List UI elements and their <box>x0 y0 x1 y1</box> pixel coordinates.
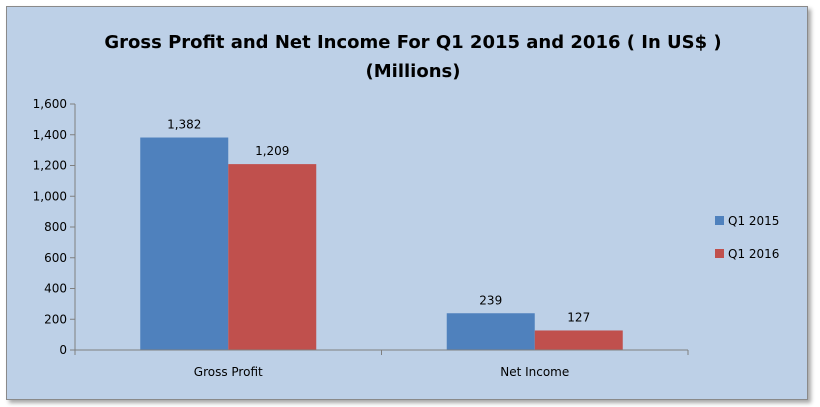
y-tick-label: 1,400 <box>33 128 67 142</box>
y-tick-label: 0 <box>59 343 67 357</box>
y-axis: 0 200 400 600 800 1,000 1,200 1,400 1,600 <box>33 97 76 357</box>
legend-swatch <box>715 216 724 225</box>
chart-title-line1: Gross Profit and Net Income For Q1 2015 … <box>104 32 721 53</box>
bar-q1-2016-gross-profit <box>228 164 317 350</box>
chart-frame: Gross Profit and Net Income For Q1 2015 … <box>6 6 808 400</box>
y-tick-label: 800 <box>44 220 67 234</box>
chart-svg: Gross Profit and Net Income For Q1 2015 … <box>33 32 780 379</box>
legend-swatch <box>715 249 724 258</box>
legend-label: Q1 2016 <box>728 247 779 261</box>
data-label: 127 <box>567 310 590 324</box>
x-category-label: Net Income <box>500 365 569 379</box>
y-tick-label: 600 <box>44 251 67 265</box>
bar-q1-2015-gross-profit <box>140 137 229 350</box>
bar-q1-2015-net-income <box>446 313 535 350</box>
bars: 1,382 1,209 239 127 <box>140 118 623 350</box>
data-label: 239 <box>479 293 502 307</box>
chart-title-line2: (Millions) <box>366 61 461 82</box>
legend-label: Q1 2015 <box>728 214 779 228</box>
y-tick-label: 400 <box>44 282 67 296</box>
bar-q1-2016-net-income <box>534 330 623 350</box>
legend: Q1 2015 Q1 2016 <box>715 214 779 261</box>
x-axis: Gross Profit Net Income <box>74 349 689 379</box>
data-label: 1,209 <box>255 144 289 158</box>
y-tick-label: 1,200 <box>33 159 67 173</box>
x-category-label: Gross Profit <box>194 365 263 379</box>
y-tick-label: 1,000 <box>33 189 67 203</box>
y-tick-label: 200 <box>44 312 67 326</box>
y-tick-label: 1,600 <box>33 97 67 111</box>
data-label: 1,382 <box>167 118 201 132</box>
